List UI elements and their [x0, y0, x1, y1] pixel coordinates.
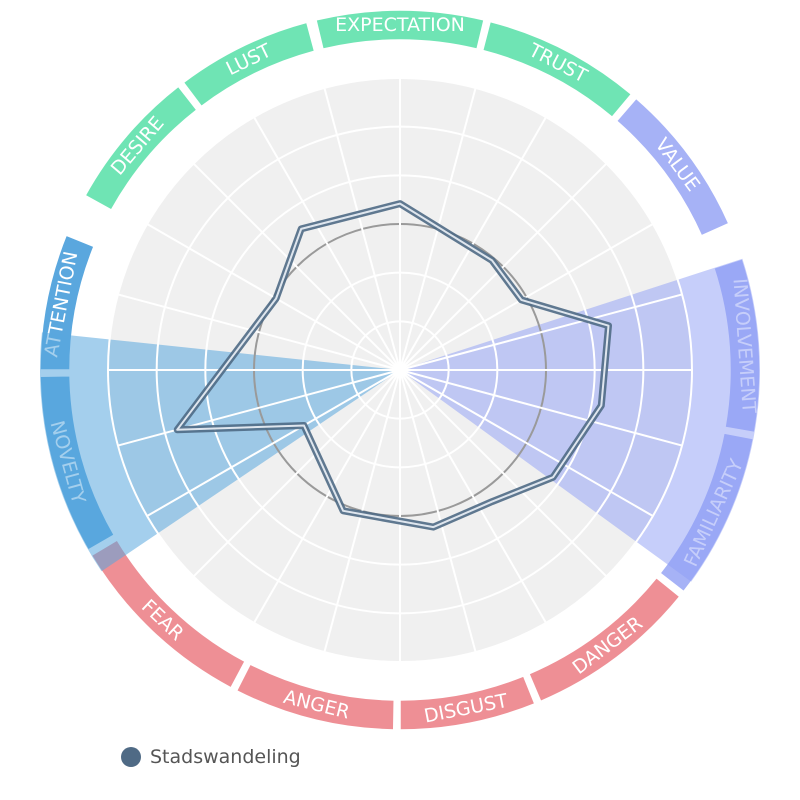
series-layer	[173, 200, 612, 531]
grid-spoke-10	[399, 369, 547, 624]
grid-spoke-8	[399, 369, 654, 517]
segment-desire	[84, 85, 198, 212]
grid-spoke-21	[192, 162, 401, 371]
highlight-wedges	[39, 258, 760, 582]
grid-spoke-19	[117, 293, 401, 371]
grid-spoke-23	[323, 87, 401, 371]
segment-label-expectation: EXPECTATION	[335, 14, 465, 36]
radar-grid	[107, 77, 693, 663]
grid-spoke-11	[399, 369, 477, 653]
segment-expectation	[315, 9, 485, 51]
grid-spoke-22	[253, 116, 401, 371]
segment-trust	[481, 20, 633, 119]
segment-value	[615, 97, 730, 237]
grid-spoke-17	[117, 369, 401, 447]
grid-spoke-2	[399, 116, 547, 371]
grid-spoke-14	[253, 369, 401, 624]
grid-spoke-16	[146, 369, 401, 517]
grid-spoke-4	[399, 223, 654, 371]
legend-label-stadswandeling[interactable]: Stadswandeling	[150, 746, 301, 768]
grid-spoke-5	[399, 293, 683, 371]
grid-spoke-15	[192, 369, 401, 578]
grid-spoke-9	[399, 369, 608, 578]
highlight-wedge-blue	[39, 332, 401, 572]
segment-label-danger: DANGER	[568, 612, 646, 679]
series-inner-line-stadswandeling	[176, 202, 610, 529]
legend: Stadswandeling	[121, 746, 301, 768]
grid-spoke-7	[399, 369, 683, 447]
grid-spoke-3	[399, 162, 608, 371]
segment-anger	[235, 663, 396, 731]
highlight-wedge-purple	[400, 258, 760, 582]
legend-swatch-stadswandeling[interactable]	[121, 747, 141, 767]
segment-danger	[527, 576, 681, 703]
segment-lust	[182, 21, 316, 108]
segment-disgust	[399, 674, 536, 731]
